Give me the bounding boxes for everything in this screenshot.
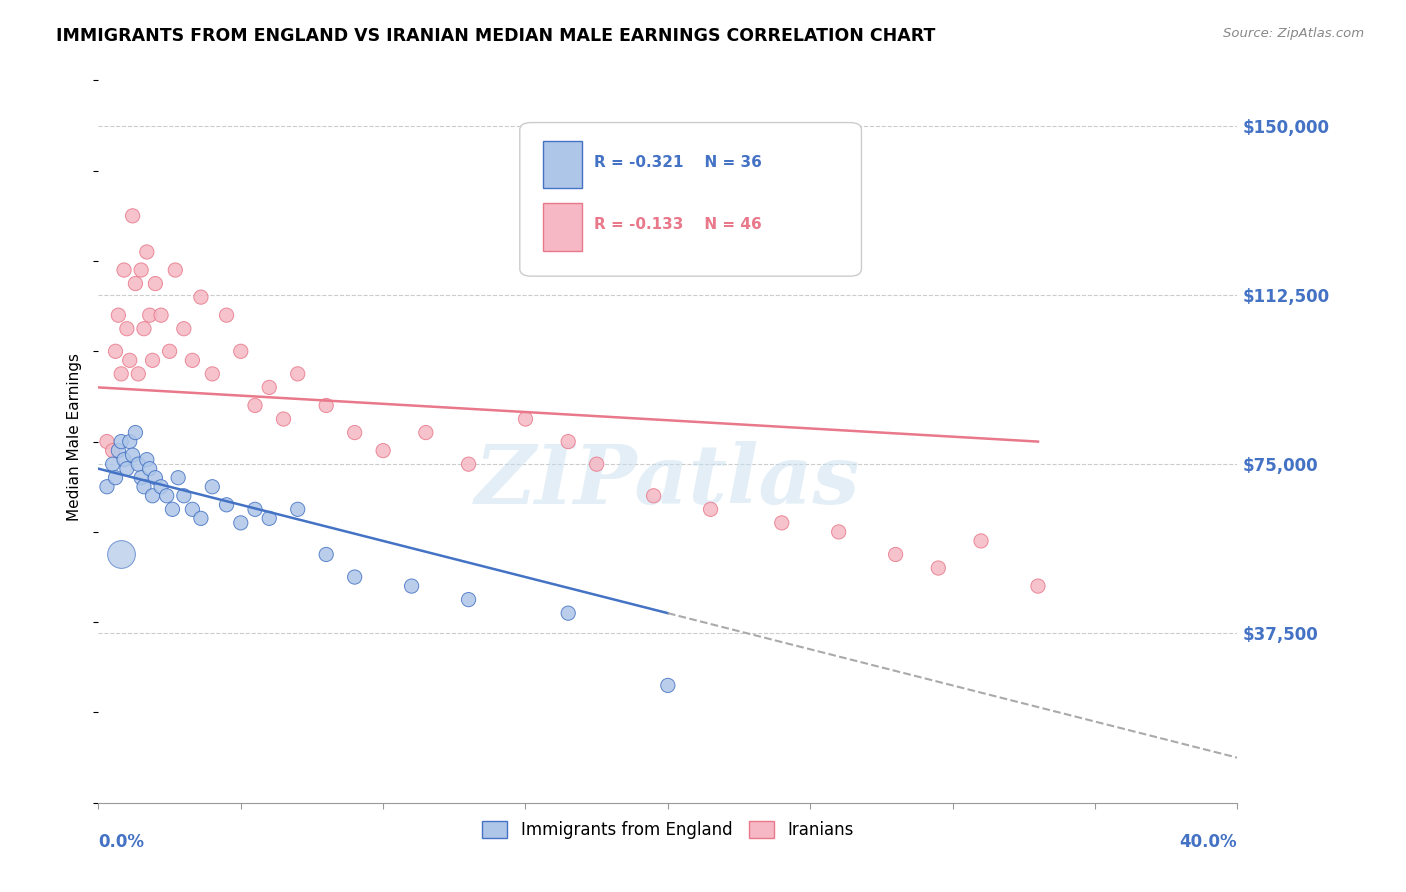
- Point: [132, 322, 155, 336]
- Text: 0.0%: 0.0%: [98, 833, 145, 851]
- Point: [121, 448, 143, 462]
- Point: [457, 457, 479, 471]
- Point: [557, 606, 579, 620]
- Point: [457, 592, 479, 607]
- Point: [127, 457, 149, 471]
- Point: [101, 443, 124, 458]
- Text: 40.0%: 40.0%: [1180, 833, 1237, 851]
- Point: [145, 471, 167, 485]
- Point: [107, 308, 129, 322]
- Text: R = -0.133    N = 46: R = -0.133 N = 46: [593, 218, 762, 233]
- Point: [112, 452, 135, 467]
- Point: [229, 344, 252, 359]
- Point: [1026, 579, 1049, 593]
- Y-axis label: Median Male Earnings: Median Male Earnings: [67, 353, 83, 521]
- Point: [135, 452, 157, 467]
- Legend: Immigrants from England, Iranians: Immigrants from England, Iranians: [475, 814, 860, 846]
- Point: [699, 502, 721, 516]
- Text: Source: ZipAtlas.com: Source: ZipAtlas.com: [1223, 27, 1364, 40]
- Point: [259, 380, 281, 394]
- Point: [315, 548, 337, 562]
- Point: [215, 498, 238, 512]
- Point: [165, 263, 187, 277]
- Point: [132, 480, 155, 494]
- Point: [373, 443, 395, 458]
- Point: [138, 461, 160, 475]
- FancyBboxPatch shape: [520, 122, 862, 277]
- Point: [115, 322, 138, 336]
- Point: [141, 489, 163, 503]
- Point: [201, 367, 224, 381]
- Point: [770, 516, 793, 530]
- Point: [315, 399, 337, 413]
- Point: [145, 277, 167, 291]
- Point: [343, 425, 366, 440]
- Point: [287, 502, 309, 516]
- Point: [515, 412, 537, 426]
- Point: [104, 344, 127, 359]
- Point: [287, 367, 309, 381]
- Point: [173, 322, 195, 336]
- Point: [162, 502, 184, 516]
- Point: [141, 353, 163, 368]
- Point: [107, 443, 129, 458]
- Point: [273, 412, 295, 426]
- Text: R = -0.321    N = 36: R = -0.321 N = 36: [593, 155, 762, 170]
- Point: [159, 344, 181, 359]
- Point: [181, 353, 204, 368]
- Point: [215, 308, 238, 322]
- Point: [110, 367, 132, 381]
- Point: [124, 425, 146, 440]
- Point: [110, 548, 132, 562]
- Point: [828, 524, 851, 539]
- Point: [129, 471, 152, 485]
- Point: [115, 461, 138, 475]
- Point: [201, 480, 224, 494]
- Point: [101, 457, 124, 471]
- Bar: [543, 141, 582, 188]
- Point: [243, 399, 266, 413]
- Point: [884, 548, 907, 562]
- Point: [585, 457, 607, 471]
- Point: [124, 277, 146, 291]
- Point: [112, 263, 135, 277]
- Point: [181, 502, 204, 516]
- Point: [127, 367, 149, 381]
- Point: [167, 471, 190, 485]
- Point: [190, 511, 212, 525]
- Point: [343, 570, 366, 584]
- Point: [243, 502, 266, 516]
- Point: [643, 489, 665, 503]
- Point: [129, 263, 152, 277]
- Point: [96, 480, 118, 494]
- Point: [927, 561, 949, 575]
- Point: [121, 209, 143, 223]
- Point: [657, 678, 679, 692]
- Text: ZIPatlas: ZIPatlas: [475, 441, 860, 521]
- Point: [156, 489, 179, 503]
- Point: [104, 471, 127, 485]
- Point: [96, 434, 118, 449]
- Point: [150, 480, 173, 494]
- Point: [173, 489, 195, 503]
- Point: [138, 308, 160, 322]
- Point: [150, 308, 173, 322]
- Point: [229, 516, 252, 530]
- Bar: [543, 203, 582, 251]
- Point: [970, 533, 993, 548]
- Point: [415, 425, 437, 440]
- Point: [401, 579, 423, 593]
- Point: [190, 290, 212, 304]
- Point: [135, 244, 157, 259]
- Point: [259, 511, 281, 525]
- Point: [110, 434, 132, 449]
- Point: [557, 434, 579, 449]
- Point: [118, 434, 141, 449]
- Text: IMMIGRANTS FROM ENGLAND VS IRANIAN MEDIAN MALE EARNINGS CORRELATION CHART: IMMIGRANTS FROM ENGLAND VS IRANIAN MEDIA…: [56, 27, 935, 45]
- Point: [118, 353, 141, 368]
